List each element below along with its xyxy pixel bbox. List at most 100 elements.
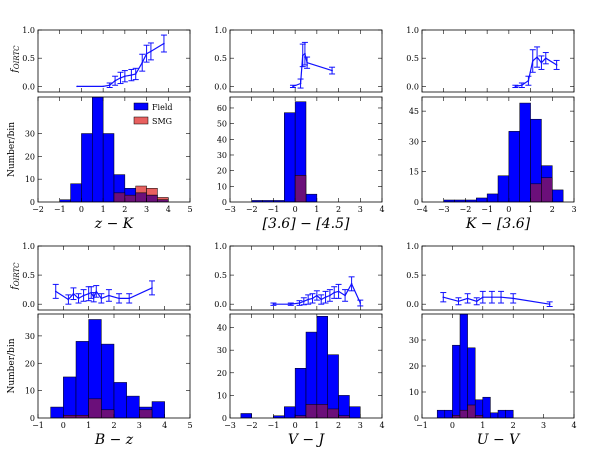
fraction-point [76,85,78,88]
hist-axes-frame [229,96,383,203]
smg-overlap-bar [467,404,476,418]
fraction-point [333,291,336,294]
fraction-point [531,60,534,62]
fraction-point [292,85,294,88]
fraction-point [141,61,144,64]
x-tick-label: 3 [144,205,149,214]
x-tick-label: −3 [224,205,236,214]
field-bar [75,341,89,418]
fraction-point [544,57,547,59]
fraction-point [359,302,362,304]
y-tick-label: 0 [222,414,227,423]
fraction-point [108,84,111,87]
y-tick-label: 30 [217,346,227,355]
fraction-point [311,297,314,300]
field-bar [151,401,165,418]
x-tick-label: −1 [481,205,493,214]
fraction-point [77,297,80,300]
x-axis-label: [3.6] − [4.5] [262,216,350,232]
x-tick-label: 1 [314,421,319,430]
hist-bars [50,319,165,418]
fraction-point [290,303,292,305]
fraction-point [102,85,104,88]
x-tick-label: 2 [336,205,341,214]
x-tick-label: −2 [32,205,44,214]
hist-axes-frame [421,96,575,203]
hist-bars [240,316,361,418]
smg-overlap-bar [327,408,339,418]
x-tick-label: 0 [61,421,66,430]
x-tick-label: 1 [528,205,533,214]
x-tick-label: 5 [187,205,192,214]
y-tick-label: 60 [217,104,227,113]
fraction-point [119,77,122,79]
smg-overlap-bar [135,192,147,202]
smg-overlap-bar [63,415,77,418]
y-tick-label: 1.0 [214,242,227,251]
x-tick-label: 1 [101,205,106,214]
fraction-point [82,294,85,297]
field-bar [284,112,296,202]
y-tick-label: 30 [409,137,419,146]
field-bar [294,101,307,202]
field-bar [505,409,514,418]
fraction-point [536,56,538,58]
field-bar [452,344,461,418]
smg-overlap-bar [113,192,126,202]
fraction-point [128,297,130,300]
y-tick-label: 30 [217,151,227,160]
fraction-point [163,42,165,45]
fraction-point [527,79,530,82]
y-tick-label: 0.0 [22,300,35,309]
fraction-point [150,50,152,53]
field-bar [240,413,252,418]
fraction-point [72,292,75,295]
field-bar [70,183,82,202]
fraction-point [298,302,301,304]
y-tick-label: 1.0 [406,26,419,35]
fraction-point [475,300,478,303]
field-bar [490,412,499,418]
smg-bar [146,188,158,196]
y-tick-label: 20 [217,369,227,378]
field-bar [327,354,339,418]
y-tick-label: 0 [30,414,35,423]
field-bar [482,396,491,418]
fraction-ylabel: fOIRTC [10,262,21,291]
fraction-point [514,85,517,88]
y-tick-label: 10 [25,175,35,184]
x-tick-label: −2 [246,205,258,214]
fraction-point [145,52,148,55]
fraction-point [482,296,484,299]
y-tick-label: 20 [409,362,419,371]
y-tick-label: 0.0 [406,82,419,91]
field-bar [113,382,127,418]
fraction-point [54,290,57,293]
x-tick-label: 3 [571,205,576,214]
fraction-axes-frame [37,245,191,311]
fraction-point [331,69,333,72]
field-bar [81,133,93,202]
fraction-point [306,61,308,64]
fraction-point [304,52,306,55]
y-tick-label: 10 [217,391,227,400]
legend-field-swatch [133,102,149,111]
x-tick-label: −1 [268,421,280,430]
y-tick-label: 10 [25,387,35,396]
fraction-point [151,287,153,289]
x-tick-label: 4 [166,205,171,214]
x-tick-label: 4 [379,205,384,214]
fraction-point [324,296,327,299]
x-axis-label: B − z [94,432,134,448]
smg-overlap-bar [139,409,153,418]
fraction-axes-frame [229,29,383,93]
x-axis-label: U − V [477,432,521,448]
fraction-point [299,82,302,85]
smg-overlap-bar [101,409,115,418]
smg-overlap-bar [530,183,542,202]
y-tick-label: 0.5 [214,271,227,280]
